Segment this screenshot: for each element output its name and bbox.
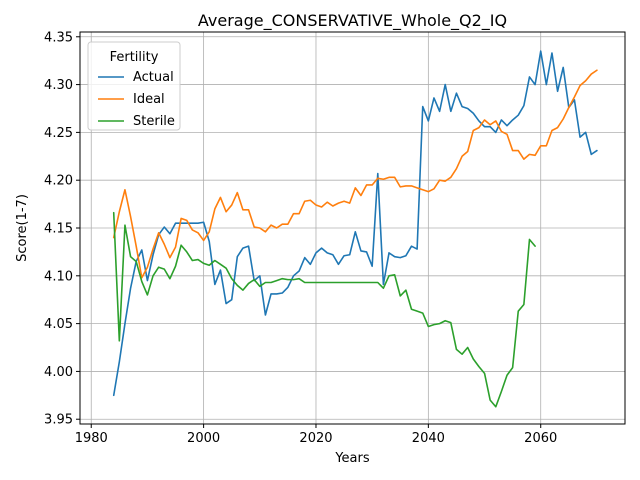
x-axis-label: Years	[334, 451, 370, 466]
legend-label-actual: Actual	[133, 70, 174, 85]
chart-title: Average_CONSERVATIVE_Whole_Q2_IQ	[198, 11, 507, 31]
series-line-sterile	[112, 211, 536, 408]
x-tick-label: 2060	[524, 431, 557, 446]
series-lines	[112, 50, 598, 408]
legend: Fertility Actual Ideal Sterile	[87, 41, 181, 131]
y-tick-label: 4.10	[44, 269, 73, 284]
y-tick-label: 4.25	[44, 126, 73, 141]
series-line-ideal	[112, 69, 598, 279]
legend-box	[87, 41, 181, 131]
x-tick-label: 2040	[412, 431, 445, 446]
series-line-actual	[112, 50, 598, 397]
y-tick-label: 4.20	[44, 174, 73, 189]
x-axis-ticks: 1980 2000 2020 2040 2060	[75, 424, 557, 446]
legend-title: Fertility	[110, 50, 159, 65]
legend-label-sterile: Sterile	[133, 114, 175, 129]
y-tick-label: 4.00	[44, 365, 73, 380]
y-axis-label: Score(1-7)	[15, 194, 30, 262]
y-axis-ticks: 3.95 4.00 4.05 4.10 4.15 4.20 4.25 4.30 4.35	[44, 30, 80, 428]
y-tick-label: 4.15	[44, 222, 73, 237]
x-tick-label: 1980	[75, 431, 108, 446]
x-tick-label: 2000	[187, 431, 220, 446]
legend-label-ideal: Ideal	[133, 92, 165, 107]
x-tick-label: 2020	[299, 431, 332, 446]
y-tick-label: 4.05	[44, 317, 73, 332]
y-tick-label: 3.95	[44, 413, 73, 428]
y-tick-label: 4.30	[44, 78, 73, 93]
y-tick-label: 4.35	[44, 30, 73, 45]
legend-entries: Actual Ideal Sterile	[98, 70, 175, 129]
